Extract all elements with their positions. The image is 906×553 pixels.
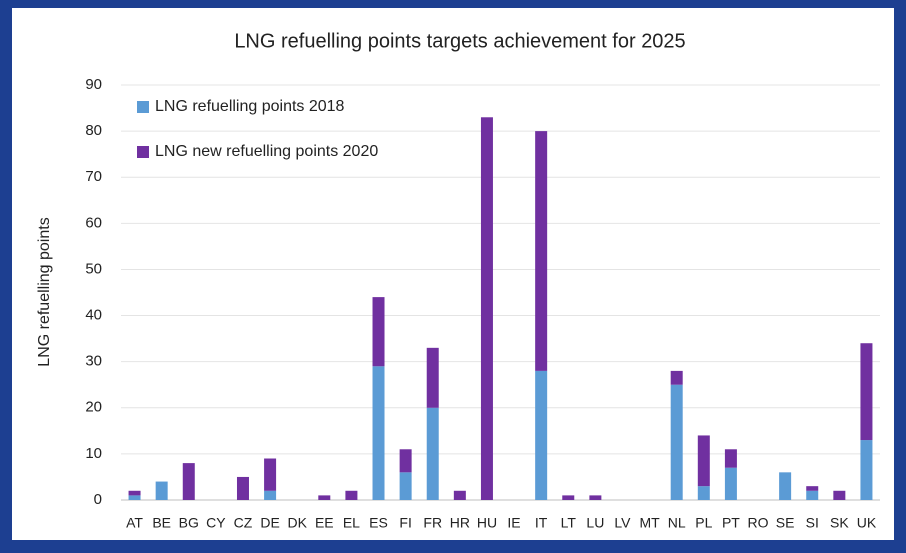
x-tick-label: AT <box>126 515 143 531</box>
x-tick-label: IT <box>535 515 548 531</box>
legend-swatch <box>137 146 149 158</box>
bar-segment <box>806 486 819 491</box>
bar-segment <box>399 449 412 473</box>
bar-segment <box>399 472 412 500</box>
x-tick-label: CY <box>206 515 226 531</box>
x-tick-label: ES <box>369 515 388 531</box>
x-tick-label: NL <box>668 515 686 531</box>
bar-segment <box>453 490 466 500</box>
y-tick-label: 60 <box>85 214 102 231</box>
bar-segment <box>155 481 168 500</box>
x-tick-label: UK <box>857 515 877 531</box>
y-tick-label: 70 <box>85 168 102 185</box>
x-tick-label: FI <box>399 515 411 531</box>
bar-segment <box>128 490 141 496</box>
bar-segment <box>372 366 385 500</box>
bar-segment <box>697 435 710 487</box>
x-tick-label: RO <box>748 515 769 531</box>
x-tick-label: PL <box>695 515 712 531</box>
bar-segment <box>182 463 195 500</box>
x-tick-label: DE <box>260 515 279 531</box>
y-tick-label: 80 <box>85 122 102 139</box>
bar-segment <box>426 407 439 500</box>
x-tick-label: IE <box>507 515 520 531</box>
x-tick-label: SK <box>830 515 849 531</box>
x-tick-label: LU <box>586 515 604 531</box>
bar-segment <box>128 495 141 500</box>
bar-segment <box>806 490 819 500</box>
x-tick-label: SE <box>776 515 795 531</box>
bar-segment <box>833 490 846 500</box>
chart-title: LNG refuelling points targets achievemen… <box>234 30 685 52</box>
bar-segment <box>860 343 873 441</box>
y-tick-label: 50 <box>85 260 102 277</box>
bar-segment <box>670 370 683 385</box>
x-tick-label: LT <box>561 515 577 531</box>
x-tick-label: EE <box>315 515 334 531</box>
bar-segment <box>480 117 493 501</box>
x-tick-label: BE <box>152 515 171 531</box>
bar-segment <box>426 347 439 408</box>
y-tick-label: 0 <box>94 491 102 508</box>
x-tick-label: FR <box>423 515 442 531</box>
y-tick-label: 10 <box>85 445 102 462</box>
bar-segment <box>264 490 277 500</box>
legend-label: LNG refuelling points 2018 <box>155 98 345 115</box>
x-tick-label: PT <box>722 515 740 531</box>
bar-segment <box>589 495 602 500</box>
x-tick-label: LV <box>614 515 631 531</box>
y-tick-label: 90 <box>85 76 102 93</box>
chart-panel <box>12 8 894 540</box>
bar-segment <box>697 486 710 500</box>
bar-segment <box>562 495 575 500</box>
x-tick-label: EL <box>343 515 360 531</box>
x-tick-label: BG <box>179 515 199 531</box>
bar-segment <box>724 467 737 500</box>
legend-label: LNG new refuelling points 2020 <box>155 143 378 160</box>
x-tick-label: HU <box>477 515 497 531</box>
bar-segment <box>236 476 249 500</box>
y-axis-label: LNG refuelling points <box>36 217 53 366</box>
legend-swatch <box>137 101 149 113</box>
bar-segment <box>372 297 385 367</box>
bar-segment <box>535 131 548 371</box>
y-tick-label: 30 <box>85 353 102 370</box>
y-tick-label: 20 <box>85 399 102 416</box>
bar-segment <box>779 472 792 500</box>
bar-segment <box>318 495 331 500</box>
x-tick-label: MT <box>639 515 660 531</box>
x-tick-label: CZ <box>234 515 253 531</box>
y-tick-label: 40 <box>85 307 102 324</box>
bar-segment <box>724 449 737 468</box>
x-tick-label: DK <box>287 515 307 531</box>
bar-segment <box>670 384 683 500</box>
x-tick-label: SI <box>806 515 819 531</box>
bar-segment <box>860 440 873 500</box>
bar-segment <box>535 370 548 500</box>
x-tick-label: HR <box>450 515 470 531</box>
bar-segment <box>264 458 277 491</box>
bar-segment <box>345 490 358 500</box>
